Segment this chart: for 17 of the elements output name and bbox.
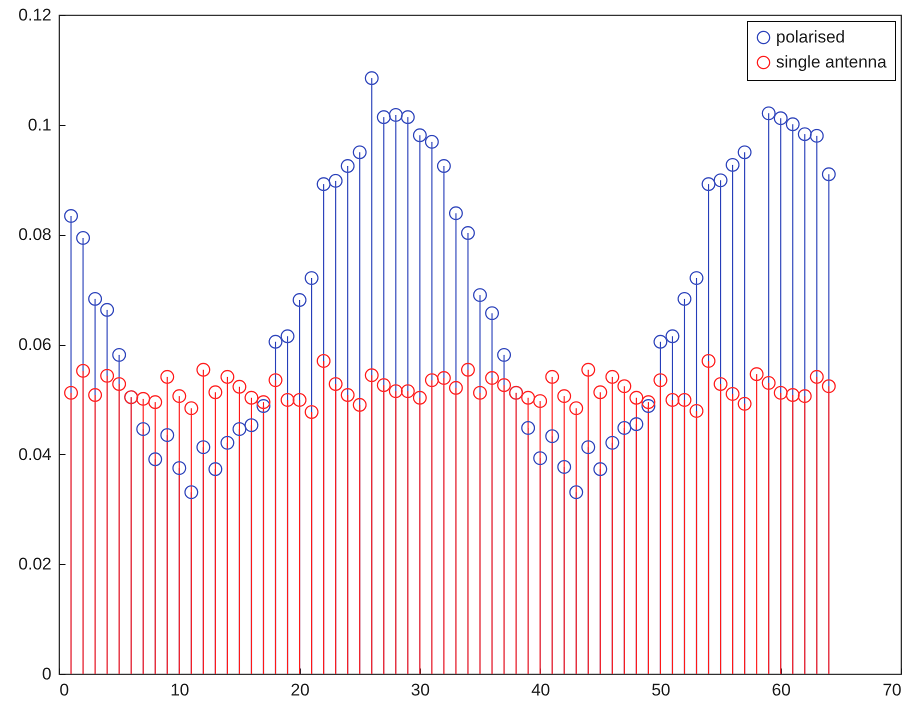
y-tick-label: 0 — [42, 664, 52, 684]
x-tick-label: 40 — [531, 680, 550, 700]
legend-label: polarised — [776, 28, 845, 46]
y-tick-label: 0.02 — [18, 554, 52, 574]
x-tick-label: 60 — [772, 680, 791, 700]
x-tick-label: 50 — [651, 680, 670, 700]
y-tick-label: 0.08 — [18, 225, 52, 244]
y-tick-label: 0.12 — [18, 6, 52, 24]
legend-label: single antenna — [776, 52, 888, 72]
x-tick-label: 10 — [170, 680, 190, 700]
x-tick-label: 70 — [882, 680, 902, 700]
y-tick-label: 0.06 — [18, 335, 52, 354]
y-tick-label: 0.1 — [28, 115, 52, 134]
x-tick-label: 30 — [410, 680, 430, 700]
x-tick-label: 20 — [290, 680, 310, 700]
y-tick-label: 0.04 — [18, 444, 52, 464]
x-tick-label: 0 — [60, 680, 69, 700]
